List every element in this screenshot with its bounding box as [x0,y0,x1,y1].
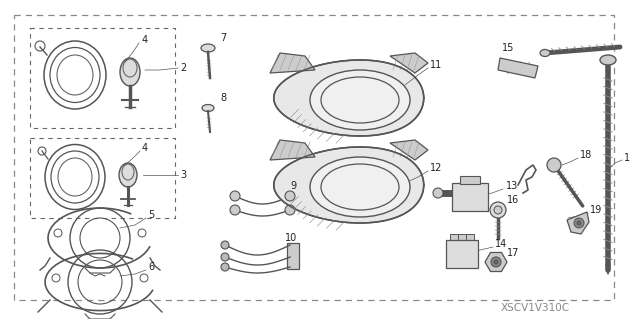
Circle shape [285,205,295,215]
FancyBboxPatch shape [452,183,488,211]
Ellipse shape [310,70,410,130]
Text: 4: 4 [142,143,148,153]
Text: 18: 18 [580,150,592,160]
Text: 16: 16 [507,195,519,205]
Ellipse shape [600,55,616,65]
Polygon shape [390,53,428,73]
Text: 2: 2 [180,63,186,73]
Circle shape [494,260,498,264]
Text: 15: 15 [502,43,515,53]
Text: 19: 19 [590,205,602,215]
Text: 17: 17 [507,248,520,258]
Circle shape [230,191,240,201]
Text: 11: 11 [430,60,442,70]
Text: 9: 9 [290,181,296,191]
Text: 10: 10 [285,233,297,243]
Text: 4: 4 [142,35,148,45]
Polygon shape [498,58,538,78]
Polygon shape [390,140,428,160]
Circle shape [547,158,561,172]
Ellipse shape [201,44,215,52]
FancyBboxPatch shape [466,234,474,240]
Polygon shape [485,252,507,271]
Polygon shape [270,140,315,160]
Circle shape [230,205,240,215]
Circle shape [490,202,506,218]
Ellipse shape [119,163,137,187]
Polygon shape [270,53,315,73]
Text: 3: 3 [180,170,186,180]
Text: 14: 14 [495,239,508,249]
Text: 8: 8 [220,93,226,103]
Circle shape [221,263,229,271]
FancyBboxPatch shape [460,176,480,184]
Text: 5: 5 [148,210,154,220]
Text: 7: 7 [220,33,227,43]
Text: XSCV1V310C: XSCV1V310C [500,303,570,313]
Ellipse shape [540,49,550,56]
Circle shape [574,218,584,228]
Polygon shape [274,147,424,223]
Text: 12: 12 [430,163,442,173]
Ellipse shape [310,157,410,217]
Polygon shape [567,212,589,234]
Circle shape [221,253,229,261]
Text: 1: 1 [624,153,630,163]
Text: 6: 6 [148,262,154,272]
Circle shape [494,206,502,214]
Ellipse shape [202,105,214,112]
Circle shape [433,188,443,198]
Ellipse shape [120,58,140,86]
Text: 13: 13 [506,181,518,191]
FancyBboxPatch shape [458,234,466,240]
Circle shape [491,257,501,267]
FancyBboxPatch shape [446,240,478,268]
Circle shape [577,221,581,225]
FancyBboxPatch shape [450,234,458,240]
Circle shape [221,241,229,249]
Circle shape [285,191,295,201]
FancyBboxPatch shape [287,243,299,269]
Polygon shape [274,60,424,136]
